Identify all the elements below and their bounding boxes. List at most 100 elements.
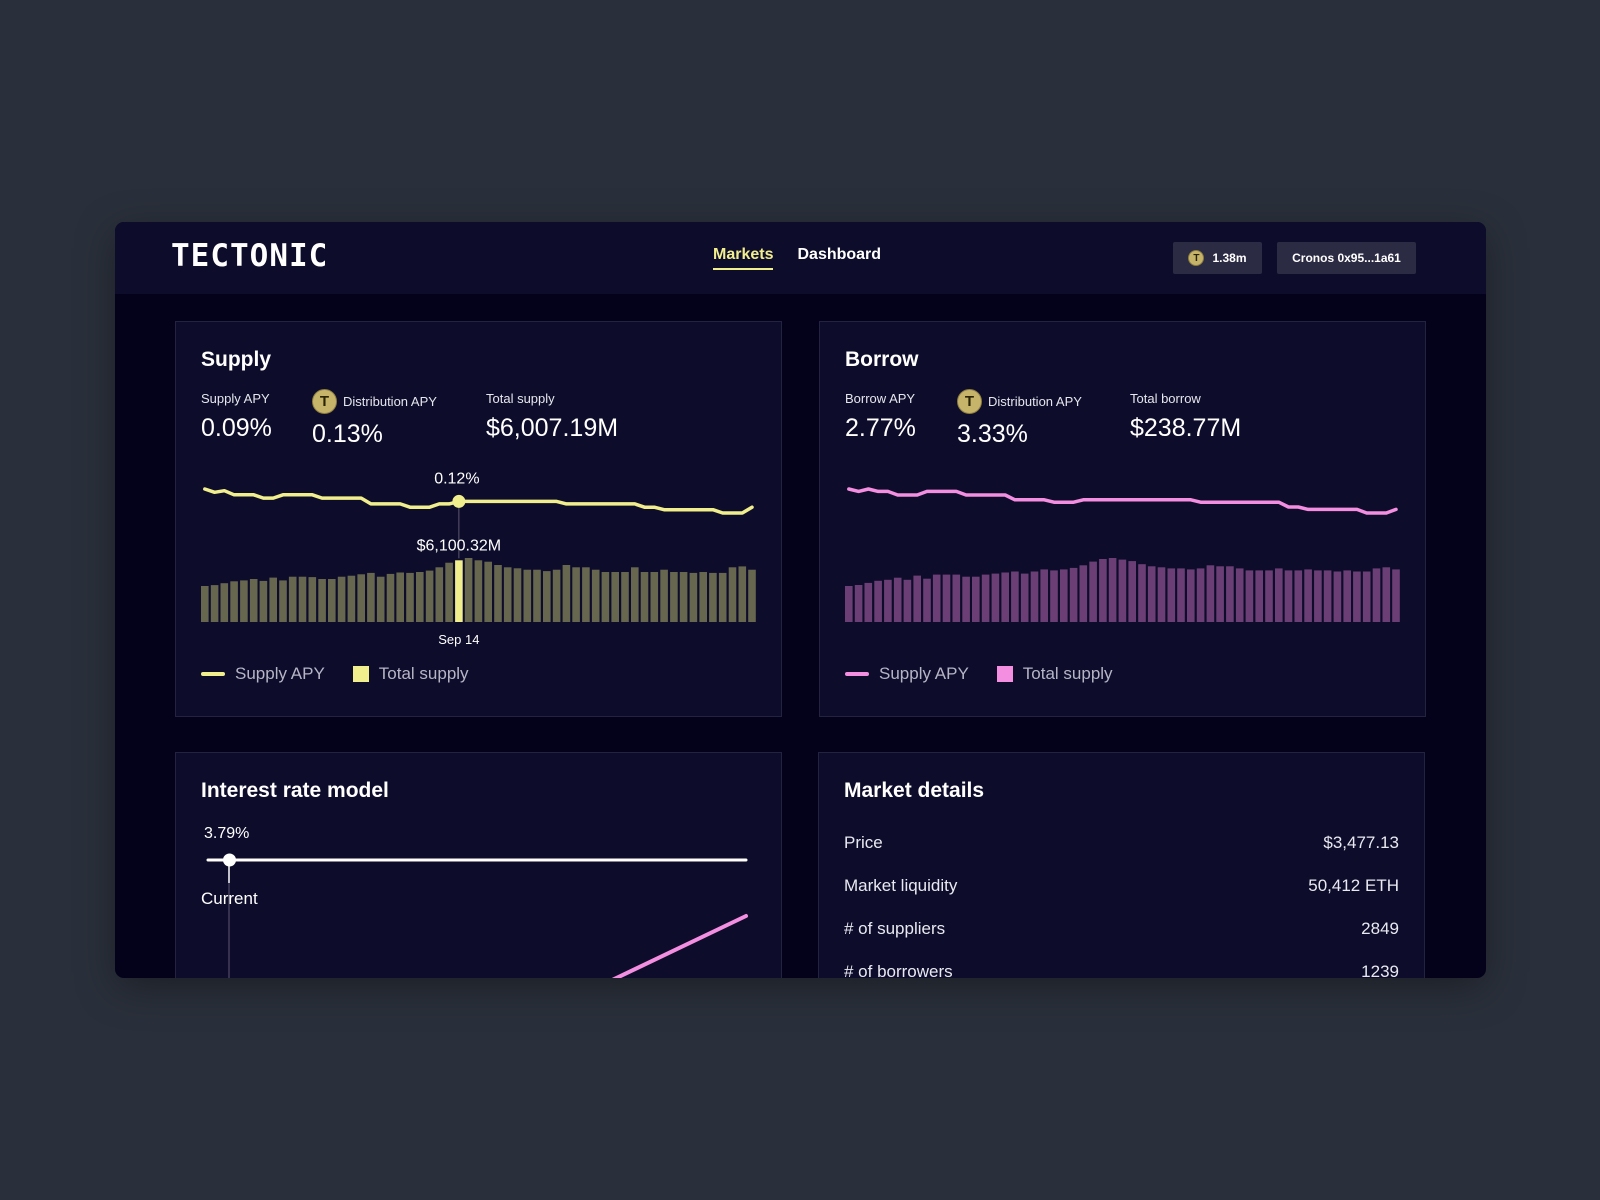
- total-supply-label: Total supply: [486, 391, 555, 406]
- total-bar: [386, 573, 395, 622]
- total-bar: [1314, 570, 1322, 622]
- total-bar: [845, 586, 853, 622]
- total-bar: [269, 577, 277, 622]
- token-balance-value: 1.38m: [1212, 251, 1247, 265]
- detail-value: $3,477.13: [1323, 833, 1399, 852]
- total-bar: [240, 580, 248, 622]
- supply-distribution-apy-text: Distribution APY: [343, 394, 437, 409]
- total-bar: [318, 579, 326, 622]
- total-bar: [1187, 569, 1195, 622]
- borrow-title: Borrow: [845, 348, 919, 371]
- legend-label: Supply APY: [879, 664, 969, 683]
- total-bar: [728, 567, 737, 622]
- app-window: TECTONIC Markets Dashboard T 1.38m Crono…: [115, 222, 1486, 978]
- total-bar: [1265, 570, 1273, 622]
- borrow-distribution-apy-value: 3.33%: [957, 420, 1028, 448]
- total-bar: [591, 569, 600, 622]
- total-bar: [435, 567, 444, 622]
- detail-label: Market liquidity: [844, 876, 958, 895]
- total-bar: [640, 572, 649, 622]
- total-bar: [1343, 570, 1351, 622]
- total-bar: [748, 569, 756, 622]
- borrow-chart[interactable]: [820, 462, 1427, 652]
- total-bar: [981, 574, 990, 622]
- nav-dashboard[interactable]: Dashboard: [797, 246, 882, 263]
- total-bar: [230, 581, 238, 622]
- detail-value: 1239: [1361, 962, 1399, 978]
- total-bar: [1304, 569, 1312, 622]
- total-bar: [854, 585, 863, 622]
- token-balance-button[interactable]: T 1.38m: [1173, 242, 1262, 274]
- total-bar: [631, 567, 639, 622]
- apy-line: [203, 487, 754, 515]
- tooltip-total: $6,100.32M: [417, 537, 502, 554]
- total-bar: [1333, 571, 1342, 622]
- total-bar: [709, 572, 717, 622]
- total-bar: [670, 572, 678, 622]
- total-bar: [1099, 559, 1107, 622]
- detail-label: Price: [844, 833, 883, 852]
- total-bar: [1372, 568, 1381, 622]
- legend-line-swatch: [845, 672, 869, 676]
- total-bar: [503, 567, 512, 622]
- utilization-handle[interactable]: [223, 853, 236, 867]
- tectonic-logo[interactable]: TECTONIC: [171, 238, 329, 274]
- total-bar: [991, 573, 1000, 622]
- interest-rate-chart: [206, 853, 748, 978]
- total-bar: [464, 558, 473, 622]
- total-bar: [738, 566, 747, 622]
- total-supply-value: $6,007.19M: [486, 414, 619, 442]
- total-bar: [376, 576, 385, 622]
- wallet-button[interactable]: Cronos 0x95...1a61: [1277, 242, 1416, 274]
- total-bar: [1128, 561, 1136, 622]
- total-bar: [1392, 569, 1400, 622]
- borrow-legend: Supply APY Total supply: [845, 664, 1113, 684]
- total-bar: [874, 580, 882, 622]
- detail-label: # of suppliers: [844, 919, 946, 938]
- main-nav: Markets Dashboard: [713, 246, 881, 270]
- total-bar: [1382, 567, 1391, 622]
- total-bar: [679, 572, 688, 622]
- interest-rate-card: Interest rate model 3.79% Current: [175, 752, 782, 978]
- supply-chart[interactable]: 0.12% $6,100.32M Sep 14: [176, 462, 783, 652]
- total-bar: [513, 568, 522, 622]
- total-bar: [484, 561, 492, 622]
- total-bar: [952, 574, 961, 622]
- nav-markets[interactable]: Markets: [713, 246, 774, 270]
- current-rate-value: 3.79%: [204, 825, 250, 842]
- supply-distribution-apy-label: T Distribution APY: [312, 389, 437, 414]
- tonic-token-icon: T: [957, 389, 982, 414]
- total-bar: [1353, 571, 1361, 622]
- legend-item-total-supply: Total supply: [996, 664, 1113, 684]
- total-bar: [1206, 565, 1215, 622]
- borrow-card: Borrow Borrow APY 2.77% T Distribution A…: [819, 321, 1426, 717]
- total-bar: [913, 575, 921, 622]
- legend-label: Supply APY: [235, 664, 325, 683]
- total-bar: [1362, 571, 1371, 622]
- total-bar: [201, 586, 209, 622]
- total-bar: [572, 567, 580, 622]
- interest-rate-title: Interest rate model: [201, 779, 389, 802]
- total-bar: [1235, 568, 1244, 622]
- supply-distribution-apy-value: 0.13%: [312, 420, 383, 448]
- legend-square-swatch: [352, 666, 369, 682]
- total-bar: [972, 576, 980, 622]
- legend-item-total-supply: Total supply: [352, 664, 469, 684]
- total-bar: [406, 572, 414, 622]
- total-bar: [1255, 570, 1263, 622]
- total-bar: [328, 579, 336, 622]
- total-bar: [1050, 570, 1058, 622]
- total-bar: [1216, 566, 1224, 622]
- supply-apy-label: Supply APY: [201, 391, 270, 406]
- total-bar: [611, 572, 619, 622]
- total-bar: [650, 572, 659, 622]
- total-bar: [1020, 573, 1029, 622]
- x-tick-label: Sep 14: [438, 632, 479, 647]
- tonic-token-icon: T: [1188, 250, 1205, 266]
- total-bar: [923, 578, 931, 622]
- total-bar: [1089, 561, 1097, 622]
- total-bar: [660, 569, 668, 622]
- total-bar: [220, 583, 229, 622]
- total-bar: [1069, 567, 1078, 622]
- borrow-apy-value: 2.77%: [845, 414, 916, 442]
